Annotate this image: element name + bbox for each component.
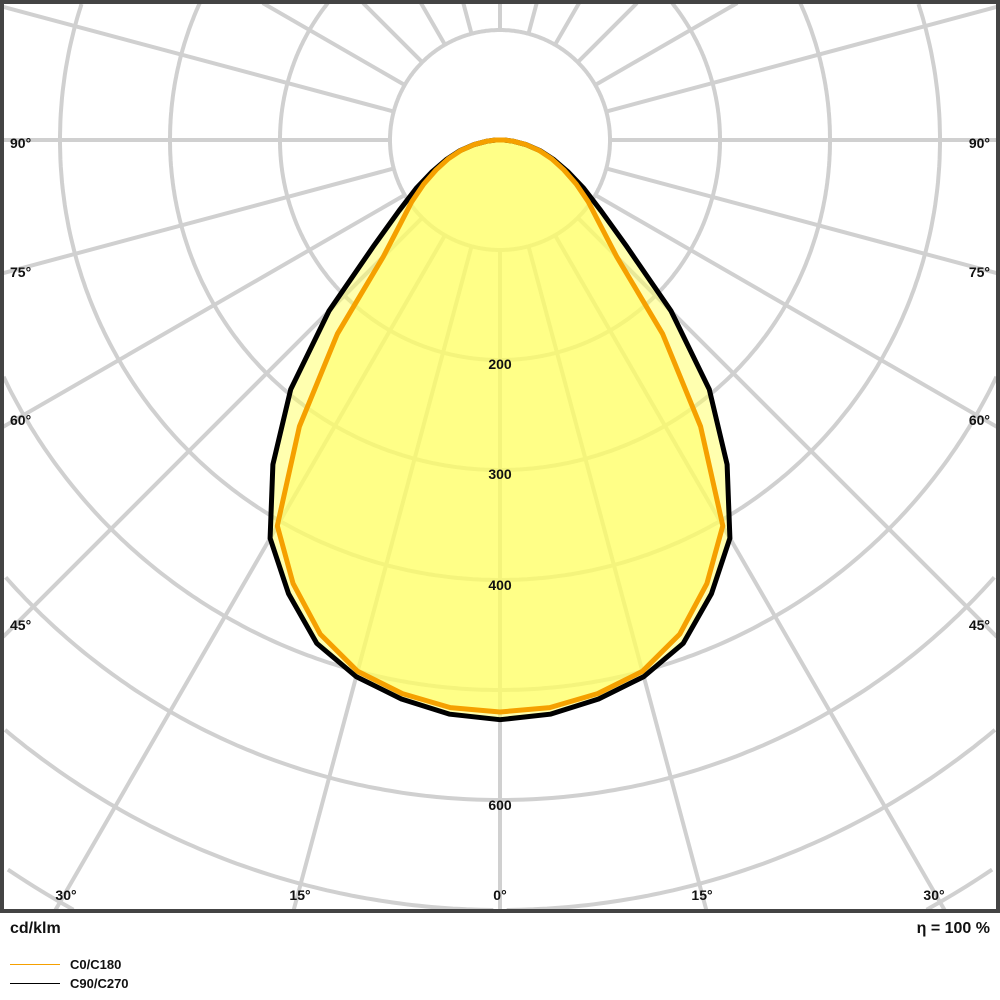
grid-ring-700 <box>3 728 997 910</box>
radial-label-400: 400 <box>488 577 512 593</box>
unit-label: cd/klm <box>10 920 61 937</box>
radial-label-600: 600 <box>488 797 512 813</box>
angle-label-15-left: 15° <box>289 887 310 903</box>
grid-spoke-285 <box>3 166 395 276</box>
grid-spoke-225 <box>361 3 424 64</box>
grid-spoke-300 <box>3 193 406 429</box>
radial-label-300: 300 <box>488 466 512 482</box>
angle-label-45-left: 45° <box>10 617 31 633</box>
plot-frame <box>0 0 1000 913</box>
efficiency-label: η = 100 % <box>916 920 990 937</box>
legend-label: C90/C270 <box>70 976 129 991</box>
axis-labels: 90° 90° 75° 75° 60° 60° 45° 45° 30° 30° … <box>10 135 990 903</box>
grid-ring-600 <box>4 575 996 802</box>
angle-label-60-right: 60° <box>969 412 990 428</box>
grid-spoke-195 <box>461 3 474 35</box>
legend-label: C0/C180 <box>70 957 122 972</box>
legend-item-c0-c180: C0/C180 <box>10 957 121 972</box>
grid-spoke-105 <box>605 4 997 114</box>
angle-label-30-left: 30° <box>55 887 76 903</box>
angle-label-30-right: 30° <box>923 887 944 903</box>
grid-spoke-135 <box>576 3 639 64</box>
angle-label-75-left: 75° <box>10 264 31 280</box>
grid-spoke-255 <box>3 4 395 114</box>
angle-label-60-left: 60° <box>10 412 31 428</box>
series-fill-1 <box>270 140 730 720</box>
grid-spoke-60 <box>594 193 997 429</box>
grid-spoke-165 <box>526 3 539 35</box>
radial-label-200: 200 <box>488 356 512 372</box>
legend-item-c90-c270: C90/C270 <box>10 976 129 991</box>
grid-spoke-75 <box>605 166 997 276</box>
legend-swatch-black <box>10 983 60 984</box>
plot-area <box>3 3 997 910</box>
grid-spoke-150 <box>553 3 581 46</box>
grid-ring-800 <box>6 867 994 910</box>
series-line-c0-c180 <box>274 137 726 715</box>
curves <box>267 137 733 723</box>
grid-spoke-120 <box>594 3 739 87</box>
angle-label-90-left: 90° <box>10 135 31 151</box>
angle-label-45-right: 45° <box>969 617 990 633</box>
angle-label-75-right: 75° <box>969 264 990 280</box>
angle-label-15-right: 15° <box>691 887 712 903</box>
grid-spoke-240 <box>261 3 406 87</box>
angle-label-90-right: 90° <box>969 135 990 151</box>
grid-spoke-210 <box>419 3 447 46</box>
angle-label-0: 0° <box>493 887 506 903</box>
legend-swatch-orange <box>10 964 60 965</box>
